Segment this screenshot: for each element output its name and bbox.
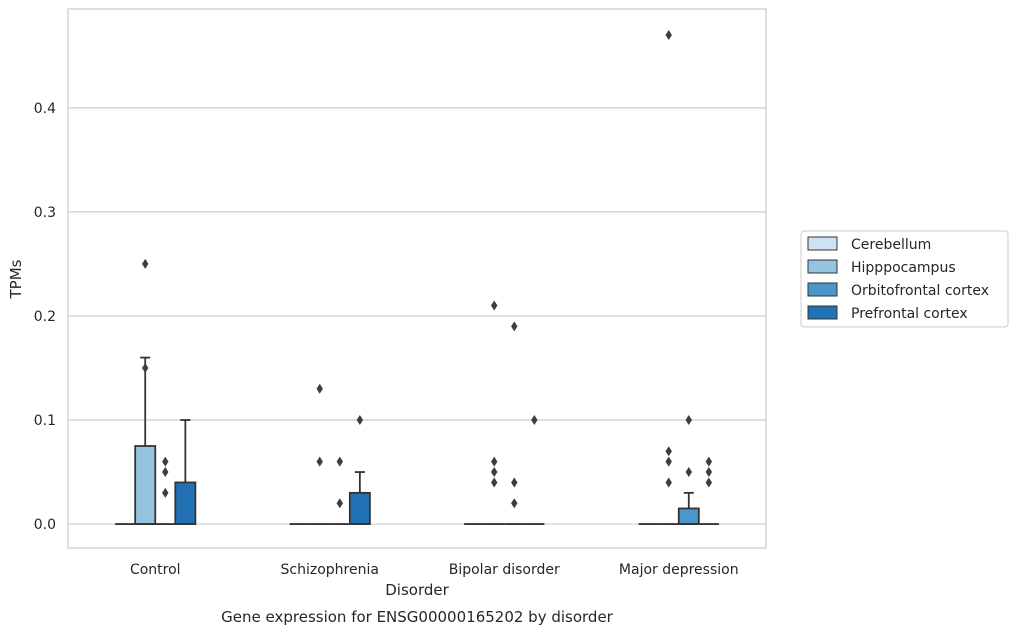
x-tick-label: Bipolar disorder [449, 562, 560, 578]
box [134, 445, 157, 525]
outlier-point [336, 456, 343, 467]
legend-swatch [807, 236, 838, 251]
box-group [309, 383, 330, 525]
legend: Cerebellum Hipppocampus Orbitofrontal cort… [800, 230, 1009, 328]
x-axis-label: Disorder [385, 581, 449, 599]
y-tick-labels: 0.0 0.1 0.2 0.3 0.4 [34, 101, 56, 533]
box-group [174, 419, 197, 525]
x-tick-label: Control [130, 562, 181, 578]
box-group [524, 415, 545, 525]
outlier-point [511, 321, 518, 332]
box-group [658, 30, 679, 525]
outlier-point [665, 446, 672, 457]
outlier-point [665, 30, 672, 41]
outlier-point [162, 487, 169, 498]
outlier-point [142, 258, 149, 269]
outlier-point [705, 456, 713, 467]
outlier-point [491, 300, 498, 311]
legend-swatch [807, 259, 838, 274]
y-tick-label: 0.4 [34, 101, 56, 117]
y-tick-label: 0.1 [34, 413, 56, 429]
box-group [155, 456, 176, 525]
legend-entry: Cerebellum [851, 237, 931, 253]
plot-frame [67, 8, 767, 549]
outlier-point [336, 498, 343, 509]
box-group [329, 456, 350, 525]
outlier-point [685, 467, 692, 478]
outlier-point [162, 467, 169, 478]
gridlines [68, 107, 766, 525]
legend-entry: Hipppocampus [851, 260, 956, 276]
outlier-point [531, 415, 538, 426]
legend-entry: Orbitofrontal cortex [851, 283, 989, 299]
x-tick-labels: Control Schizophrenia Bipolar disorder Majo… [130, 562, 739, 578]
box-group [698, 456, 719, 525]
outlier-point [356, 415, 364, 426]
legend-entry: Prefrontal cortex [851, 306, 968, 322]
box [348, 491, 371, 525]
box-group [134, 258, 157, 525]
outlier-point [491, 477, 498, 488]
box-group [504, 321, 525, 525]
outlier-point [511, 498, 518, 509]
box-group [348, 415, 371, 525]
y-tick-label: 0.0 [34, 517, 56, 533]
outlier-point [316, 456, 323, 467]
y-tick-label: 0.2 [34, 309, 56, 325]
box [174, 481, 197, 525]
outlier-point [705, 477, 713, 488]
outlier-point [491, 467, 498, 478]
y-axis-label: TPMs [7, 259, 25, 299]
chart-caption: Gene expression for ENSG00000165202 by d… [221, 608, 614, 626]
outlier-point [705, 467, 713, 478]
outlier-point [316, 383, 323, 394]
outlier-point [511, 477, 518, 488]
outlier-point [142, 362, 149, 373]
outlier-point [665, 456, 672, 467]
boxes [115, 30, 719, 525]
legend-swatch [807, 305, 838, 320]
box [677, 507, 700, 525]
legend-swatch [807, 282, 838, 297]
outlier-point [685, 415, 692, 426]
y-tick-label: 0.3 [34, 205, 56, 221]
outlier-point [665, 477, 672, 488]
x-tick-label: Major depression [619, 562, 739, 578]
outlier-point [162, 456, 169, 467]
box-group [677, 415, 700, 525]
box-group [484, 300, 505, 525]
outlier-point [491, 456, 498, 467]
legend-frame [800, 230, 1009, 328]
x-tick-label: Schizophrenia [281, 562, 379, 578]
